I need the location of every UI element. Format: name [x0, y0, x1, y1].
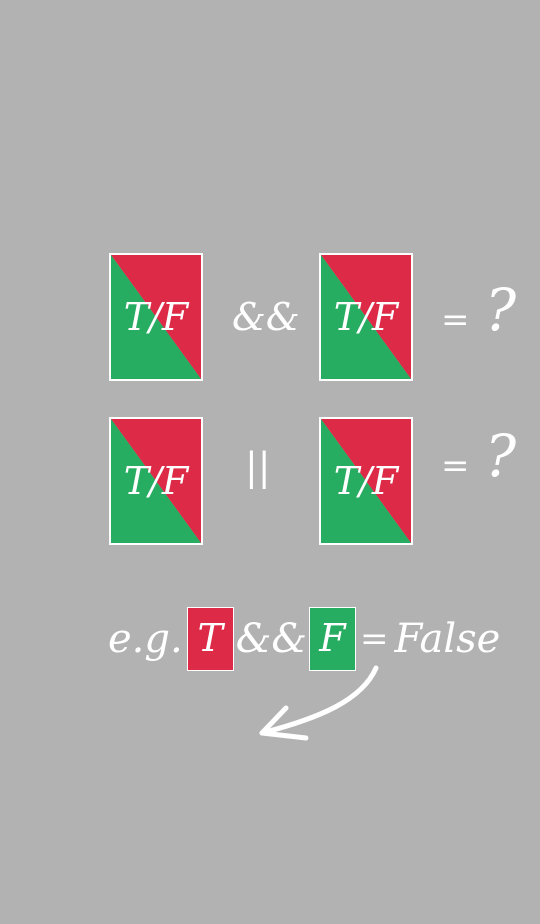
row1-result[interactable]: ? — [485, 276, 517, 344]
row2-left-card[interactable]: T/F — [109, 417, 203, 545]
row1-left-card[interactable]: T/F — [109, 253, 203, 381]
row2-operator: || — [245, 445, 271, 489]
card-label: T/F — [123, 295, 189, 339]
row2-right-card[interactable]: T/F — [319, 417, 413, 545]
row1-operator: && — [232, 295, 300, 339]
example-expression: e.g. T && F = False — [108, 606, 500, 672]
row1-equals: = — [441, 300, 470, 340]
card-split-graphic — [111, 419, 201, 543]
example-true-card: T — [186, 607, 234, 671]
row2-equals: = — [441, 446, 470, 486]
card-split-graphic — [321, 419, 411, 543]
card-label: T/F — [123, 459, 189, 503]
row1-right-card[interactable]: T/F — [319, 253, 413, 381]
curved-arrow-icon — [259, 665, 379, 741]
card-label: T/F — [333, 459, 399, 503]
card-split-graphic — [321, 255, 411, 379]
example-false-card: F — [308, 607, 356, 671]
example-operator: && — [235, 616, 307, 662]
example-result: False — [394, 616, 501, 662]
example-prefix: e.g. — [108, 616, 183, 662]
card-split-graphic — [111, 255, 201, 379]
row2-result[interactable]: ? — [485, 422, 517, 490]
example-equals: = — [359, 619, 389, 659]
card-label: T/F — [333, 295, 399, 339]
